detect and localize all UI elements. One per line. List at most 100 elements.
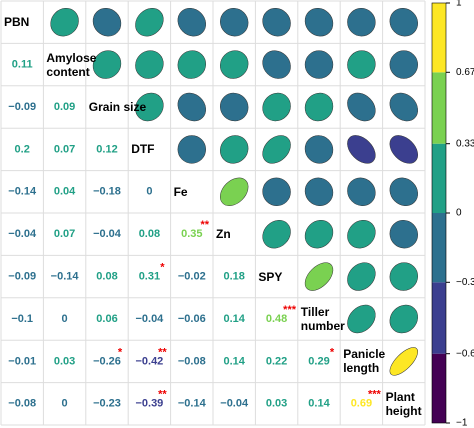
correlation-ellipse [262,8,291,37]
colorbar-segment [432,3,446,73]
variable-label: PBN [4,15,30,30]
variable-label: Tiller number [300,304,345,333]
value-label: −0.18 [93,186,121,198]
correlation-ellipse [389,347,418,376]
correlation-ellipse [304,220,334,249]
colorbar-segment [432,353,446,423]
correlation-ellipse [389,135,418,164]
colorbar-tick-label: 1 [456,0,462,9]
colorbar-tick-label: 0.33 [456,138,474,149]
value-label: −0.04 [8,228,37,240]
value-label: −0.04 [220,398,249,410]
correlation-ellipse [304,92,334,122]
value-label: −0.04 [135,313,164,325]
correlation-ellipse [220,177,249,206]
variable-label: Panicle length [343,347,386,376]
correlation-ellipse [262,92,291,122]
correlation-ellipse [50,8,79,37]
significance-stars: * [160,262,165,274]
correlation-ellipse [220,50,249,79]
correlation-ellipse [347,220,376,249]
value-label: −0.04 [93,228,122,240]
correlation-ellipse [389,304,418,334]
correlation-ellipse [347,177,376,206]
value-label: 0.31 [139,271,160,283]
significance-stars: *** [368,389,382,401]
significance-stars: * [118,346,123,358]
correlation-ellipse [389,262,418,291]
value-label: −0.01 [8,355,36,367]
correlation-ellipse [389,8,418,37]
colorbar-tick-label: −0.33 [456,277,474,288]
value-label: −0.08 [8,398,36,410]
correlation-ellipse [177,92,206,122]
significance-stars: ** [158,389,167,401]
colorbar-tick-label: 0.67 [456,67,474,78]
correlation-ellipse [389,177,418,206]
value-label: 0.04 [54,186,76,198]
value-label: 0 [62,398,68,410]
value-label: −0.42 [135,355,163,367]
correlation-ellipse [220,135,249,164]
correlation-ellipse [304,135,334,164]
significance-stars: ** [158,346,167,358]
value-label: 0.08 [96,271,117,283]
correlation-ellipse [135,92,164,122]
value-label: 0 [62,313,68,325]
value-label: 0.14 [308,398,330,410]
value-label: 0.12 [96,143,117,155]
correlation-ellipse [177,135,206,164]
value-label: 0.69 [351,398,372,410]
correlation-ellipse [220,8,249,37]
significance-stars: * [330,346,335,358]
value-label: 0.14 [223,355,245,367]
value-label: 0.29 [308,355,329,367]
correlation-ellipse [389,92,418,122]
value-label: −0.14 [8,186,37,198]
value-label: −0.26 [93,355,121,367]
correlation-ellipse [304,262,334,291]
value-label: 0.07 [54,143,75,155]
value-label: 0.11 [12,59,33,71]
variable-label: Amylose content [46,50,97,79]
correlation-ellipse [347,262,376,291]
correlation-ellipse [135,50,164,79]
value-label: 0.03 [54,355,75,367]
value-label: −0.23 [93,398,121,410]
value-label: 0.14 [223,313,245,325]
value-label: −0.02 [178,271,206,283]
correlation-ellipse [220,92,249,122]
value-label: 0 [146,186,152,198]
correlation-ellipse [262,177,291,206]
correlation-ellipse [347,135,376,164]
value-label: 0.09 [54,101,75,113]
value-label: 0.18 [223,271,244,283]
correlation-ellipse [262,135,291,164]
variable-label: Zn [216,227,231,242]
colorbar-segment [432,143,446,213]
colorbar-segment [432,72,446,144]
correlation-ellipse [347,50,376,79]
correlation-ellipse [177,8,206,37]
correlation-ellipse [347,304,376,334]
colorbar-tick-label: −1 [456,418,468,428]
variable-label: SPY [258,269,283,284]
variable-label: Plant height [385,389,422,418]
value-label: 0.35 [181,228,202,240]
correlation-ellipse [262,50,291,79]
correlation-ellipse [347,8,376,37]
variable-label: Grain size [88,99,147,114]
value-label: −0.06 [178,313,206,325]
correlation-ellipse [389,50,418,79]
correlation-ellipse [304,177,334,206]
correlation-ellipse [262,220,291,249]
correlation-ellipse [135,8,164,37]
value-label: 0.06 [96,313,117,325]
value-label: −0.09 [8,101,36,113]
value-label: 0.03 [266,398,287,410]
correlation-ellipse [92,50,122,79]
value-label: −0.39 [135,398,163,410]
correlation-ellipse [92,8,122,37]
